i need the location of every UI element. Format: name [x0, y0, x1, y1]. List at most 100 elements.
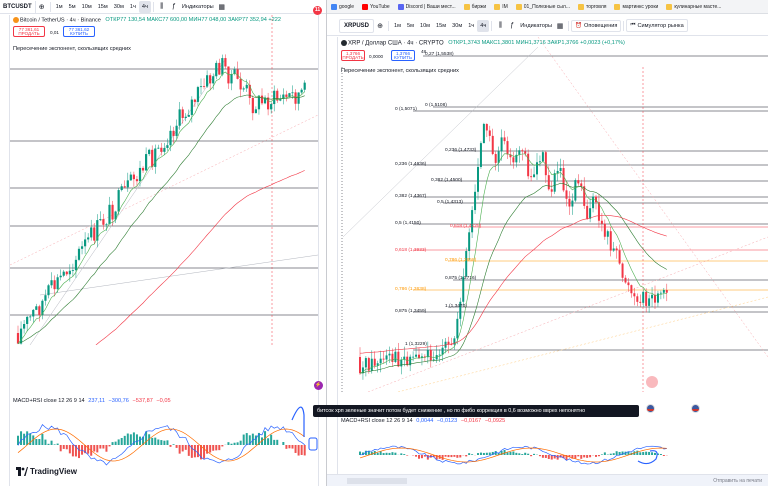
- left-legend-ohlc: ОТКР77 130,54 МАКС77 600,00 МИН77 048,00…: [105, 17, 281, 24]
- macd-histogram-bar: [242, 434, 245, 445]
- candle-body: [412, 356, 415, 358]
- trend-line: [10, 114, 318, 266]
- right-price-chart[interactable]: [338, 37, 768, 392]
- templates-icon[interactable]: ▦: [218, 3, 226, 11]
- candle-body: [26, 316, 29, 325]
- candle-body: [388, 353, 391, 356]
- left-tf-15m[interactable]: 15м: [97, 3, 108, 10]
- candle-body: [559, 167, 562, 171]
- left-legend-title-row: Bitcoin / TetherUS · 4ч · Binance ОТКР77…: [13, 17, 281, 23]
- right-buy-button[interactable]: 1,3766 КУПИТЬ: [391, 50, 415, 61]
- indicators-icon[interactable]: ƒ: [171, 3, 176, 10]
- candle-body: [527, 153, 530, 177]
- replay-button[interactable]: ⏮ Симулятор рынка: [626, 19, 688, 32]
- candle-body: [135, 179, 139, 182]
- left-tf-10m[interactable]: 10м: [81, 3, 92, 10]
- candle-body: [199, 86, 203, 88]
- candle-body: [432, 359, 435, 361]
- bookmark-birzhi[interactable]: биржи: [460, 1, 491, 13]
- candle-body: [391, 353, 394, 362]
- macd-histogram-bar: [114, 441, 117, 445]
- bookmark-google[interactable]: google: [327, 1, 358, 13]
- right-templates-icon[interactable]: ▦: [556, 22, 564, 30]
- left-notification-icon[interactable]: 11: [313, 6, 322, 15]
- candle-body: [420, 356, 423, 359]
- left-symbol-search[interactable]: BTCUSDT: [0, 0, 36, 13]
- ema-fast-line: [359, 153, 667, 374]
- right-sell-button[interactable]: 1,3766 ПРОДАТЬ: [341, 50, 365, 61]
- right-candles-icon[interactable]: ⫼: [498, 21, 502, 29]
- left-price-chart[interactable]: [10, 15, 318, 345]
- tradingview-logo: TradingView: [16, 467, 77, 476]
- bookmark-trading[interactable]: торговля: [574, 1, 610, 13]
- left-tf-30m[interactable]: 30м: [113, 3, 124, 10]
- candle-body: [279, 98, 282, 101]
- left-macd-v1: 237,11: [88, 398, 105, 404]
- macd-histogram-bar: [627, 451, 630, 455]
- folder-icon: [463, 3, 470, 10]
- macd-histogram-bar: [166, 440, 169, 445]
- macd-histogram-bar: [518, 453, 521, 455]
- left-price-scale[interactable]: [318, 15, 326, 486]
- candle-body: [533, 174, 536, 178]
- candles-icon[interactable]: ⫼: [160, 2, 164, 10]
- candle-body: [126, 180, 129, 188]
- candle-body: [645, 291, 648, 306]
- candle-body: [659, 292, 662, 294]
- left-tf-1m[interactable]: 1м: [55, 3, 63, 10]
- bookmark-culinary[interactable]: кулинарные масте...: [662, 1, 725, 13]
- right-indicators-icon[interactable]: ƒ: [510, 22, 515, 29]
- candle-body: [44, 295, 47, 301]
- right-macd-chart[interactable]: [338, 425, 768, 473]
- add-symbol-icon[interactable]: ⊕: [38, 3, 45, 11]
- bookmark-discord[interactable]: Discord | Ваши мест...: [394, 1, 460, 13]
- candle-body: [589, 208, 592, 219]
- right-macd-label-row: MACD+RSI close 12 26 9 14 0,0044 −0,0123…: [341, 418, 505, 424]
- right-bottom-bar: Отправить на печати: [327, 474, 768, 486]
- bookmark-useful[interactable]: 01_Полезные сыл...: [512, 1, 574, 13]
- left-replay-icon[interactable]: ⚡: [314, 381, 323, 390]
- right-tf-1m[interactable]: 1м: [394, 22, 401, 29]
- left-tf-5m[interactable]: 5м: [68, 3, 76, 10]
- left-tf-1h[interactable]: 1ч: [129, 3, 136, 10]
- macd-histogram-bar: [300, 445, 303, 455]
- left-buy-button[interactable]: 77 361,62 КУПИТЬ: [63, 26, 95, 37]
- candle-body: [477, 166, 479, 192]
- candle-body: [577, 180, 580, 184]
- right-tf-15m[interactable]: 15м: [436, 22, 447, 29]
- right-tf-4h[interactable]: 4ч: [477, 19, 490, 32]
- left-indicators-button[interactable]: Индикаторы: [181, 3, 214, 10]
- candle-body: [123, 186, 126, 188]
- macd-histogram-bar: [654, 452, 656, 455]
- right-tf-10m[interactable]: 10м: [419, 22, 431, 29]
- right-date-scroller[interactable]: [347, 477, 407, 484]
- macd-histogram-bar: [453, 455, 456, 457]
- right-add-symbol-icon[interactable]: ⊕: [377, 22, 383, 30]
- left-tf-4h[interactable]: 4ч: [138, 0, 151, 13]
- macd-histogram-bar: [544, 455, 547, 458]
- left-sell-button[interactable]: 77 361,61 ПРОДАТЬ: [13, 26, 45, 37]
- candle-body: [618, 250, 621, 264]
- left-macd-chart[interactable]: [10, 405, 318, 485]
- macd-histogram-bar: [477, 453, 479, 455]
- candle-body: [90, 227, 93, 238]
- candle-body: [462, 276, 465, 302]
- macd-line: [359, 445, 667, 465]
- candle-body: [562, 167, 565, 191]
- left-macd-v2: −300,76: [108, 398, 129, 404]
- candle-body: [503, 137, 506, 142]
- right-symbol-search[interactable]: XRPUSD: [339, 18, 375, 33]
- right-tf-1h[interactable]: 1ч: [468, 22, 475, 29]
- right-indicators-button[interactable]: Индикаторы: [520, 22, 553, 29]
- macd-histogram-bar: [74, 445, 77, 457]
- right-tf-5m[interactable]: 5м: [406, 22, 414, 29]
- bookmark-youtube[interactable]: YouTube: [358, 1, 394, 13]
- macd-histogram-bar: [218, 445, 221, 451]
- bookmark-martinks[interactable]: мартинкс уроки: [610, 1, 662, 13]
- bookmark-im[interactable]: IM: [490, 1, 512, 13]
- alerts-button[interactable]: ⏰ Оповещения: [571, 19, 622, 32]
- candle-body: [239, 78, 242, 90]
- right-tf-30m[interactable]: 30м: [452, 22, 463, 29]
- right-print-label[interactable]: Отправить на печати: [713, 477, 762, 484]
- fib-level-label: 0,786 (1,3858): [445, 258, 477, 263]
